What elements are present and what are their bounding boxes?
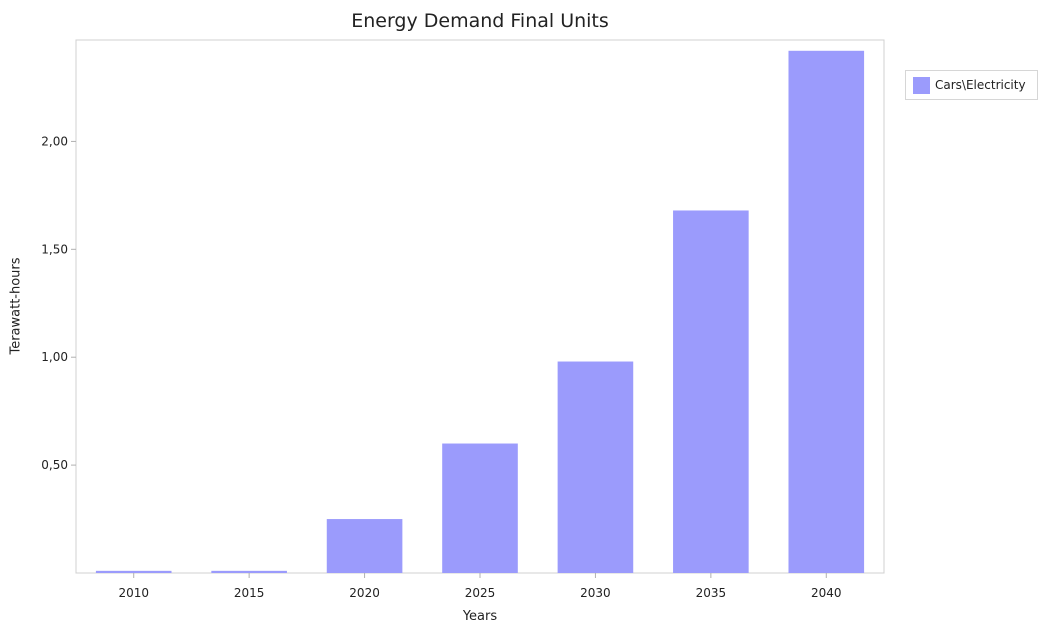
x-tick-label: 2025 <box>465 586 496 600</box>
x-axis-title: Years <box>462 609 498 624</box>
x-tick-label: 2030 <box>580 586 611 600</box>
x-tick-label: 2015 <box>234 586 265 600</box>
bar <box>673 210 749 573</box>
legend: Cars\Electricity <box>905 70 1038 100</box>
x-tick-label: 2035 <box>696 586 727 600</box>
bar <box>557 361 634 573</box>
legend-swatch <box>913 76 930 94</box>
x-tick-label: 2020 <box>349 586 380 600</box>
bar <box>95 570 172 573</box>
y-tick-label: 1,00 <box>41 350 68 364</box>
bar <box>788 50 865 573</box>
y-tick-label: 1,50 <box>41 242 68 256</box>
bar <box>326 519 403 573</box>
x-tick-label: 2040 <box>811 586 842 600</box>
y-tick-label: 0,50 <box>41 458 68 472</box>
legend-label: Cars\Electricity <box>935 78 1026 92</box>
x-tick-label: 2010 <box>118 586 149 600</box>
y-axis-title: Terawatt-hours <box>8 257 24 355</box>
bar <box>442 443 518 573</box>
y-tick-label: 2,00 <box>41 134 68 148</box>
chart-title: Energy Demand Final Units <box>351 10 609 32</box>
bar <box>211 570 287 573</box>
